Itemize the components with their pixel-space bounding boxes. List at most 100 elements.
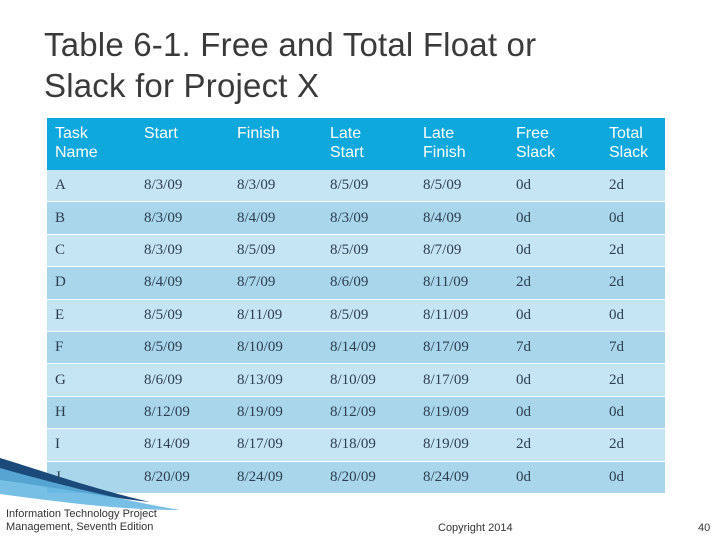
table-cell: 2d	[601, 428, 665, 462]
table-cell: 8/10/09	[229, 331, 322, 365]
table-cell: F	[47, 331, 136, 365]
column-header-line: Late	[423, 125, 455, 142]
page-number: 40	[698, 522, 711, 534]
table-cell: 8/4/09	[229, 201, 322, 235]
table-cell: E	[47, 299, 136, 332]
table-cell: 8/20/09	[322, 461, 415, 494]
column-header: Late Start	[322, 118, 415, 170]
table-cell: 8/11/09	[229, 299, 322, 332]
column-header: Late Finish	[415, 118, 508, 170]
table-cell: 0d	[508, 461, 601, 494]
column-header: Finish	[229, 118, 322, 170]
table-cell: 8/24/09	[229, 461, 322, 494]
table-cell: 8/7/09	[229, 266, 322, 300]
table-row: A 8/3/09 8/3/09 8/5/09 8/5/09 0d 2d	[47, 170, 665, 203]
table-cell: 8/19/09	[229, 396, 322, 430]
table-row: C 8/3/09 8/5/09 8/5/09 8/7/09 0d 2d	[47, 234, 665, 268]
table-header-row: Task Name Start Finish Late Start Late Finish Fr…	[47, 118, 665, 170]
column-header-line: Start	[330, 144, 364, 161]
table-cell: 8/12/09	[322, 396, 415, 430]
column-header-line: Task	[55, 125, 88, 142]
table-cell: 2d	[601, 170, 665, 203]
footer-book-line-2: Management, Seventh Edition	[6, 521, 154, 533]
table-cell: 8/12/09	[136, 396, 229, 430]
table-cell: 2d	[508, 266, 601, 300]
table-cell: 8/11/09	[415, 266, 508, 300]
table-cell: 0d	[601, 299, 665, 332]
table-row: E 8/5/09 8/11/09 8/5/09 8/11/09 0d 0d	[47, 299, 665, 332]
slide-title-line-2: Slack for Project X	[44, 67, 320, 104]
column-header: Start	[136, 118, 229, 170]
table-cell: 8/19/09	[415, 396, 508, 430]
table-cell: 0d	[508, 170, 601, 203]
table-cell: 7d	[601, 331, 665, 365]
table-cell: 8/4/09	[136, 266, 229, 300]
column-header-line: Start	[144, 125, 178, 142]
table-cell: 2d	[508, 428, 601, 462]
table-cell: G	[47, 363, 136, 397]
table-cell: 8/24/09	[415, 461, 508, 494]
table-cell: 8/3/09	[136, 170, 229, 203]
table-cell: 8/10/09	[322, 363, 415, 397]
table-cell: 8/19/09	[415, 428, 508, 462]
swoosh-light-band	[0, 468, 180, 510]
slack-table-container: Task Name Start Finish Late Start Late Finish Fr…	[47, 118, 665, 494]
column-header-line: Late	[330, 125, 362, 142]
table-cell: 8/6/09	[136, 363, 229, 397]
table-cell: 0d	[508, 201, 601, 235]
table-cell: 0d	[601, 201, 665, 235]
column-header: Task Name	[47, 118, 136, 170]
decorative-swoosh-graphic	[0, 458, 180, 510]
table-cell: 2d	[601, 363, 665, 397]
slide-title: Table 6-1. Free and Total Float or Slack…	[44, 24, 684, 106]
table-cell: 8/4/09	[415, 201, 508, 235]
table-cell: A	[47, 170, 136, 203]
table-cell: 0d	[508, 396, 601, 430]
table-cell: 8/7/09	[415, 234, 508, 268]
table-cell: C	[47, 234, 136, 268]
table-cell: B	[47, 201, 136, 235]
table-cell: 7d	[508, 331, 601, 365]
table-row: B 8/3/09 8/4/09 8/3/09 8/4/09 0d 0d	[47, 201, 665, 235]
table-body: A 8/3/09 8/3/09 8/5/09 8/5/09 0d 2d B 8/3/09 8/4/…	[47, 170, 665, 494]
table-cell: 8/5/09	[136, 331, 229, 365]
table-row: D 8/4/09 8/7/09 8/6/09 8/11/09 2d 2d	[47, 266, 665, 300]
table-cell: 8/6/09	[322, 266, 415, 300]
table-cell: 0d	[508, 234, 601, 268]
table-cell: 8/13/09	[229, 363, 322, 397]
column-header-line: Finish	[237, 125, 280, 142]
table-cell: 2d	[601, 266, 665, 300]
column-header-line: Slack	[516, 144, 556, 161]
footer-book-line-1: Information Technology Project	[6, 508, 157, 520]
table-cell: 8/14/09	[136, 428, 229, 462]
table-cell: 8/11/09	[415, 299, 508, 332]
footer-copyright: Copyright 2014	[438, 522, 513, 534]
table-cell: 0d	[601, 396, 665, 430]
table-cell: 8/18/09	[322, 428, 415, 462]
column-header-line: Name	[55, 144, 98, 161]
table-cell: 8/3/09	[229, 170, 322, 203]
table-cell: 8/3/09	[136, 234, 229, 268]
table-cell: 0d	[508, 299, 601, 332]
table-row: H 8/12/09 8/19/09 8/12/09 8/19/09 0d 0d	[47, 396, 665, 430]
table-row: G 8/6/09 8/13/09 8/10/09 8/17/09 0d 2d	[47, 363, 665, 397]
column-header: Total Slack	[601, 118, 665, 170]
table-cell: 0d	[601, 461, 665, 494]
table-cell: D	[47, 266, 136, 300]
table-cell: 8/5/09	[322, 170, 415, 203]
table-cell: 8/20/09	[136, 461, 229, 494]
footer-book-title: Information Technology Project Managemen…	[6, 508, 186, 534]
column-header: Free Slack	[508, 118, 601, 170]
table-cell: 8/5/09	[415, 170, 508, 203]
column-header-line: Finish	[423, 144, 466, 161]
table-cell: 8/3/09	[322, 201, 415, 235]
table-cell: 8/3/09	[136, 201, 229, 235]
table-cell: 8/14/09	[322, 331, 415, 365]
table-cell: 8/5/09	[136, 299, 229, 332]
column-header-line: Total	[609, 125, 643, 142]
table-cell: 2d	[601, 234, 665, 268]
table-cell: 8/17/09	[415, 363, 508, 397]
slack-table: Task Name Start Finish Late Start Late Finish Fr…	[47, 118, 665, 494]
column-header-line: Slack	[609, 144, 649, 161]
